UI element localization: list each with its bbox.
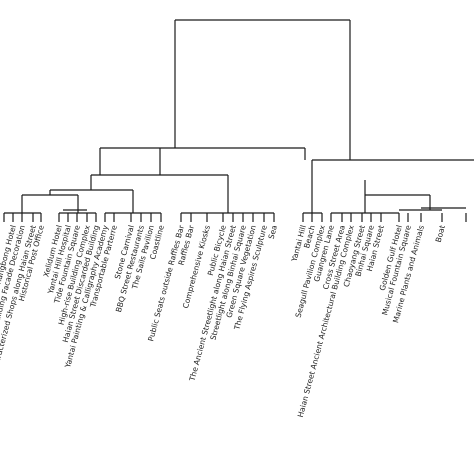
leaf-labels: Changbong HotelHaian Street Ancient Buil… (0, 223, 447, 418)
leaf-label: Boat (434, 224, 447, 243)
dendrogram-branches (3, 19, 474, 222)
leaf-label: Sea (267, 224, 279, 240)
